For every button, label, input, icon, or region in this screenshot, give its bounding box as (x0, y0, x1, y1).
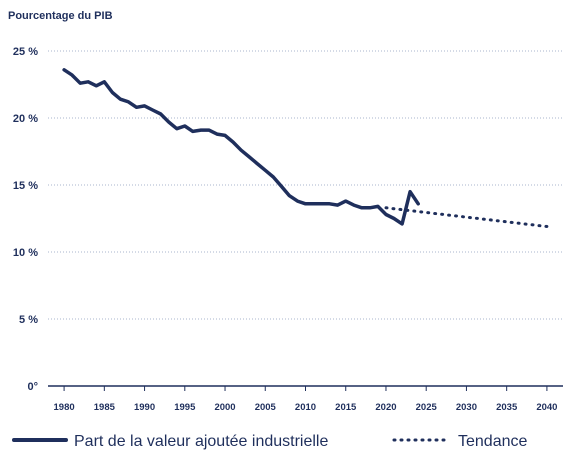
y-tick-label: 0° (27, 381, 38, 393)
x-tick-label: 2020 (375, 402, 396, 413)
y-tick-label: 25 % (13, 46, 38, 58)
legend: Part de la valeur ajoutée industrielle T… (12, 433, 527, 450)
x-tick-label: 2025 (416, 402, 438, 413)
x-tick-label: 1980 (54, 402, 75, 413)
gridlines (48, 50, 563, 320)
x-tick-label: 2005 (255, 402, 277, 413)
x-axis: 1980 1985 1990 1995 2000 2005 2010 2015 2020 2025… (48, 385, 563, 413)
legend-label-trend: Tendance (458, 433, 527, 450)
series-line-industrial-share (62, 68, 420, 226)
y-axis-ticks: 25 % 20 % 15 % 10 % 5 % 0° (13, 46, 38, 393)
y-tick-label: 20 % (13, 113, 38, 125)
x-tick-label: 1990 (134, 402, 155, 413)
x-tick-label: 2040 (536, 402, 557, 413)
y-axis-title: Pourcentage du PIB (8, 10, 113, 22)
x-tick-label: 2015 (335, 402, 357, 413)
series-line-trend (384, 206, 549, 228)
x-tick-label: 2010 (295, 402, 316, 413)
y-tick-label: 10 % (13, 247, 38, 259)
x-tick-label: 2000 (214, 402, 235, 413)
series-group (62, 68, 549, 228)
y-tick-label: 5 % (19, 314, 38, 326)
x-tick-label: 2030 (456, 402, 477, 413)
y-tick-label: 15 % (13, 180, 38, 192)
x-tick-label: 1995 (174, 402, 196, 413)
legend-label-industrial-share: Part de la valeur ajoutée industrielle (74, 433, 328, 450)
x-tick-label: 2035 (496, 402, 518, 413)
x-tick-label: 1985 (94, 402, 116, 413)
